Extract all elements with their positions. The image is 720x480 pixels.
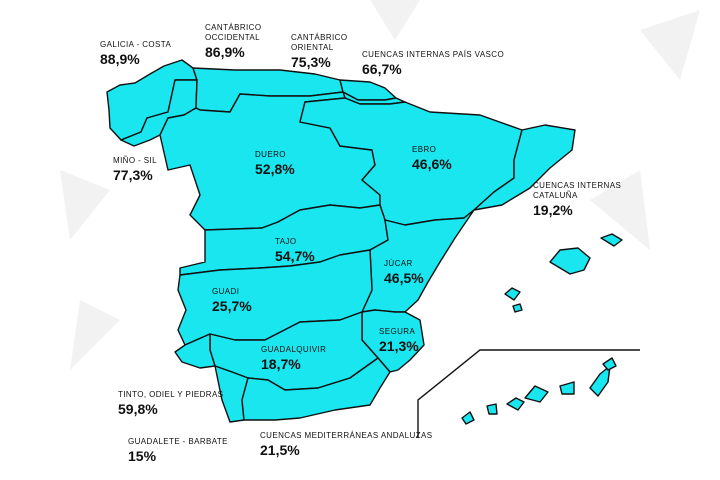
label-ebro: EBRO 46,6% (412, 145, 452, 173)
basin-name: GUADI (212, 287, 240, 296)
label-guadalquivir: GUADALQUIVIR 18,7% (261, 345, 326, 373)
label-mino-sil: MIÑO - SIL 77,3% (113, 156, 157, 184)
basin-value: 75,3% (291, 54, 331, 70)
label-cantabrico-occidental: CANTÁBRICO OCCIDENTAL 86,9% (205, 23, 285, 61)
label-duero: DUERO 52,8% (255, 150, 295, 178)
basin-value: 15% (128, 448, 157, 464)
island-canary-7 (602, 357, 617, 371)
basin-name: JÚCAR (384, 259, 413, 268)
label-galicia-costa: GALICIA - COSTA 88,9% (100, 40, 171, 68)
island-formentera (512, 303, 523, 313)
label-jucar: JÚCAR 46,5% (384, 259, 424, 287)
basin-value: 66,7% (362, 61, 402, 77)
basin-name: GUADALQUIVIR (261, 345, 327, 354)
basin-name: CANTÁBRICO ORIENTAL (291, 33, 348, 52)
basin-name: TAJO (275, 237, 297, 246)
label-guadalete-barbate: GUADALETE - BARBATE 15% (128, 437, 228, 465)
basin-value: 88,9% (100, 51, 140, 67)
basin-value: 59,8% (118, 401, 158, 417)
basin-andaluzas (241, 357, 391, 421)
basin-name: TINTO, ODIEL Y PIEDRAS (118, 390, 224, 399)
island-canary-6 (589, 365, 611, 397)
label-pais-vasco: CUENCAS INTERNAS PAÍS VASCO 66,7% (362, 50, 504, 78)
label-tajo: TAJO 54,7% (275, 237, 315, 265)
basin-name: DUERO (255, 150, 286, 159)
basin-value: 18,7% (261, 356, 301, 372)
canary-inset-frame (417, 349, 640, 438)
basin-name: CUENCAS INTERNAS CATALUÑA (533, 181, 622, 200)
basin-cataluna (473, 124, 576, 211)
label-andaluzas: CUENCAS MEDITERRÁNEAS ANDALUZAS 21,5% (260, 431, 432, 459)
basin-name: CUENCAS MEDITERRÁNEAS ANDALUZAS (260, 431, 433, 440)
label-tinto-odiel: TINTO, ODIEL Y PIEDRAS 59,8% (118, 390, 223, 418)
island-canary-2 (486, 403, 498, 415)
label-guadiana: GUADI 25,7% (212, 287, 252, 315)
basin-name: SEGURA (379, 327, 416, 336)
basin-value: 19,2% (533, 202, 573, 218)
basin-name: GUADALETE - BARBATE (128, 437, 228, 446)
basin-value: 86,9% (205, 44, 245, 60)
island-canary-4 (524, 385, 549, 403)
basin-value: 77,3% (113, 167, 153, 183)
mainland-spain (106, 59, 623, 425)
basin-value: 46,6% (412, 156, 452, 172)
island-menorca (600, 233, 623, 247)
basin-value: 21,5% (260, 442, 300, 458)
basin-value: 54,7% (275, 248, 315, 264)
basin-name: CUENCAS INTERNAS PAÍS VASCO (362, 50, 505, 59)
basin-value: 52,8% (255, 161, 295, 177)
label-cataluna: CUENCAS INTERNAS CATALUÑA 19,2% (533, 181, 623, 219)
island-ibiza (504, 287, 521, 301)
basin-name: GALICIA - COSTA (100, 40, 172, 49)
island-mallorca (549, 247, 591, 275)
basin-value: 21,3% (379, 338, 419, 354)
label-cantabrico-oriental: CANTÁBRICO ORIENTAL 75,3% (291, 33, 353, 71)
basin-name: MIÑO - SIL (113, 156, 158, 165)
background-shapes (60, 0, 700, 370)
basin-tinto-odiel (174, 333, 216, 369)
island-canary-5 (559, 381, 575, 395)
island-canary-1 (461, 411, 475, 425)
basin-name: EBRO (412, 145, 437, 154)
basin-name: CANTÁBRICO OCCIDENTAL (205, 23, 262, 42)
basin-value: 46,5% (384, 270, 424, 286)
label-segura: SEGURA 21,3% (379, 327, 419, 355)
basin-value: 25,7% (212, 298, 252, 314)
island-canary-3 (506, 397, 525, 411)
